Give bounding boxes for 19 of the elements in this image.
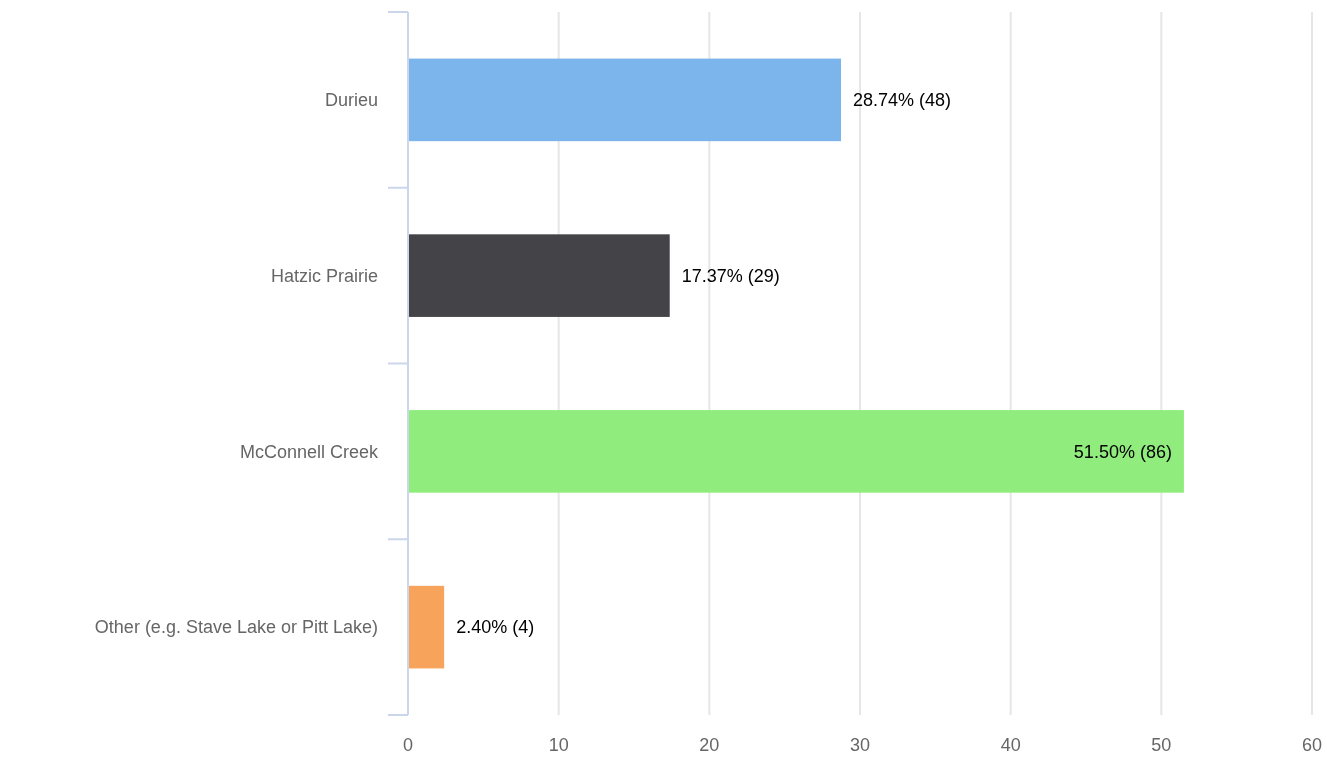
x-tick-label: 30 [849,735,871,755]
x-tick-label: 20 [699,735,720,755]
y-tick-label: McConnell Creek [239,441,379,462]
x-tick-label: 50 [1151,735,1172,755]
y-tick-label: Hatzic Prairie [270,265,378,286]
x-tick-label: 60 [1301,735,1323,755]
y-tick-label: Durieu [324,90,378,111]
y-tick-label: Other (e.g. Stave Lake or Pitt Lake) [94,617,378,638]
data-label: 51.50% (86) [1073,441,1172,462]
x-tick-label: 40 [1000,735,1021,755]
x-tick-label: 0 [402,735,414,755]
bar [408,58,842,142]
x-tick-label: 10 [548,735,569,755]
data-label: 28.74% (48) [853,90,952,111]
bar [408,585,445,669]
data-label: 17.37% (29) [681,265,780,286]
bar [408,410,1184,493]
data-label: 2.40% (4) [456,617,535,638]
bar [408,234,670,317]
